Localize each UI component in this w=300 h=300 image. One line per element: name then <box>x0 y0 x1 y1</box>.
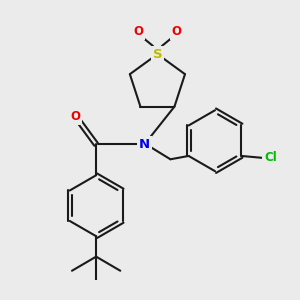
Text: Cl: Cl <box>264 151 277 164</box>
Text: S: S <box>153 48 162 61</box>
Text: O: O <box>133 26 143 38</box>
Text: O: O <box>71 110 81 123</box>
Text: N: N <box>139 138 150 151</box>
Text: O: O <box>172 26 182 38</box>
